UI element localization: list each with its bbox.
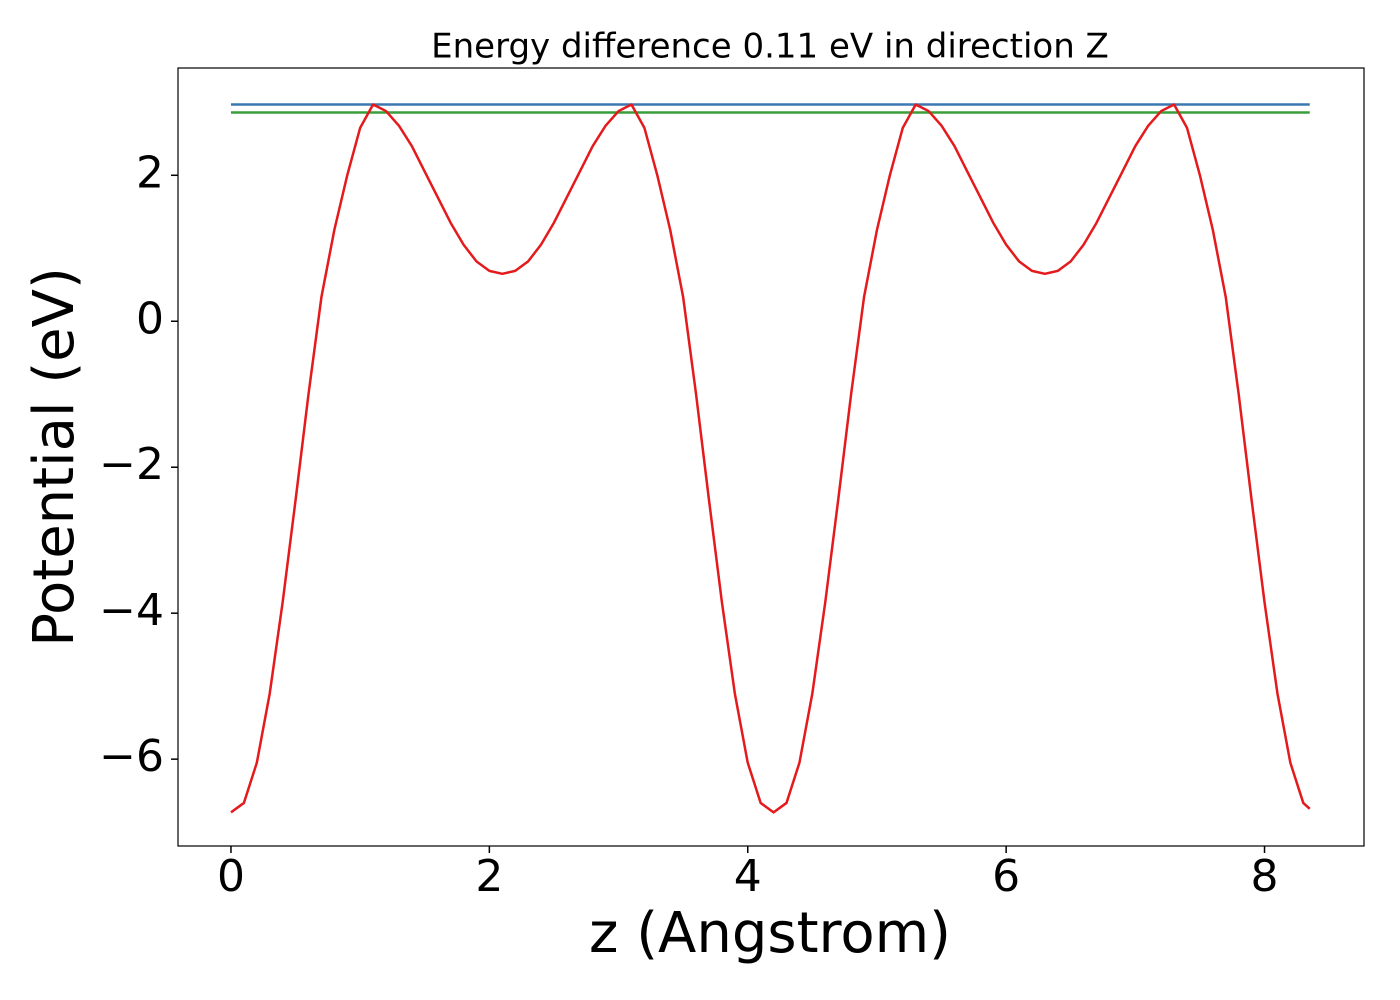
y-tick-label: −6 xyxy=(99,731,164,782)
y-tick-label: −4 xyxy=(99,585,164,636)
x-tick-label: 8 xyxy=(1251,851,1279,902)
x-tick-label: 0 xyxy=(217,851,245,902)
y-axis-label: Potential (eV) xyxy=(22,267,87,647)
x-tick-label: 4 xyxy=(734,851,762,902)
x-tick-label: 6 xyxy=(992,851,1020,902)
y-tick-label: −2 xyxy=(99,439,164,490)
y-tick-label: 0 xyxy=(136,293,164,344)
x-axis-label: z (Angstrom) xyxy=(589,901,951,966)
chart-title: Energy difference 0.11 eV in direction Z xyxy=(431,27,1109,67)
line-series xyxy=(230,103,1311,814)
x-tick-label: 2 xyxy=(475,851,503,902)
y-tick-label: 2 xyxy=(136,147,164,198)
plot-frame xyxy=(177,67,1365,847)
